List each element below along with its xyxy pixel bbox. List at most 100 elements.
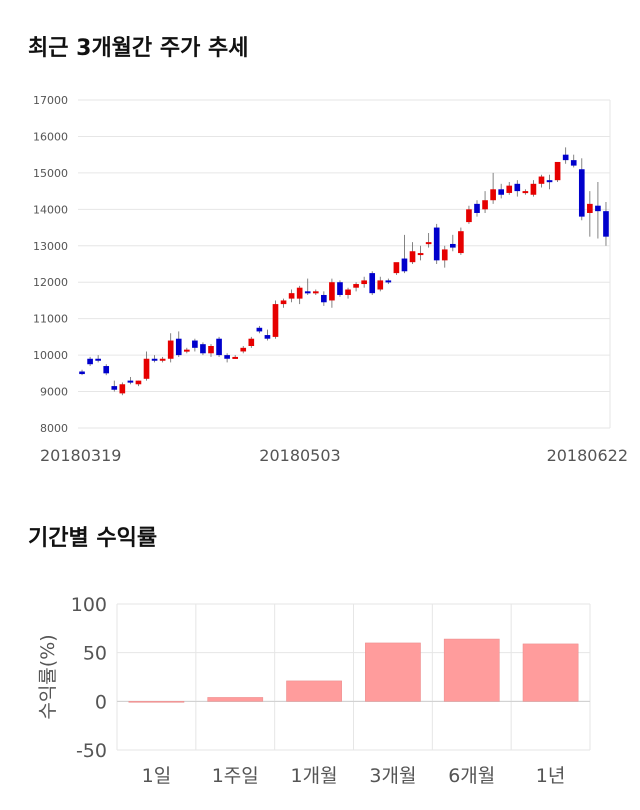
- candle: [337, 280, 343, 297]
- y-tick-label: 10000: [33, 349, 68, 362]
- candle-body: [232, 356, 239, 359]
- candle-body: [441, 249, 448, 261]
- x-category-label: 1일: [142, 765, 172, 787]
- candle-body: [369, 273, 376, 294]
- candle-body: [393, 262, 400, 274]
- candle-body: [449, 243, 456, 248]
- candle-body: [578, 169, 585, 217]
- candle-body: [304, 291, 311, 294]
- candle-body: [264, 335, 271, 339]
- candle: [143, 351, 150, 381]
- y-tick-label: 13000: [33, 240, 68, 253]
- candle-body: [216, 338, 222, 356]
- candle-body: [240, 347, 247, 352]
- candle: [466, 205, 472, 224]
- x-category-label: 1주일: [212, 765, 259, 787]
- candle: [578, 158, 585, 221]
- candle-body: [135, 380, 142, 385]
- candle: [530, 180, 537, 197]
- candle: [159, 356, 166, 363]
- candle-body: [595, 205, 601, 212]
- candle-body: [272, 304, 279, 337]
- candle: [79, 369, 85, 376]
- candle: [232, 355, 239, 359]
- candle: [393, 262, 400, 275]
- candle-body: [554, 161, 561, 181]
- candle-body: [127, 380, 134, 383]
- candle-body: [256, 327, 263, 332]
- candle-body: [514, 183, 521, 192]
- x-tick-label: 20180622: [547, 446, 628, 465]
- x-tick-label: 20180319: [40, 446, 121, 465]
- candle-body: [458, 231, 464, 254]
- candle: [224, 353, 230, 363]
- candle: [175, 331, 182, 357]
- candle: [522, 189, 529, 195]
- candle-body: [103, 366, 110, 374]
- candle-body: [466, 209, 472, 223]
- candle: [587, 191, 593, 237]
- x-category-label: 3개월: [369, 765, 416, 787]
- y-tick-label: 17000: [33, 94, 68, 107]
- candle-body: [538, 176, 545, 184]
- y-tick-label: 14000: [33, 203, 68, 216]
- x-category-label: 1년: [536, 765, 566, 787]
- y-tick-label: 12000: [33, 276, 68, 289]
- y-tick-label: 15000: [33, 167, 68, 180]
- y-tick-label: 16000: [33, 130, 68, 143]
- candle: [538, 174, 545, 188]
- candle: [458, 227, 464, 255]
- y-tick-label: 0: [95, 691, 107, 713]
- y-tick-label: -50: [76, 740, 107, 762]
- y-tick-label: 50: [83, 643, 107, 665]
- candle-body: [192, 340, 198, 348]
- return-bar: [207, 697, 264, 702]
- candle: [288, 289, 295, 303]
- candle-body: [143, 358, 150, 379]
- candle: [127, 376, 134, 385]
- candle: [192, 338, 198, 352]
- candle: [272, 300, 279, 339]
- candle-body: [587, 203, 593, 213]
- candle: [409, 242, 416, 264]
- candle: [135, 380, 142, 387]
- candle-body: [401, 258, 408, 272]
- candle: [603, 202, 609, 246]
- candle-body: [570, 160, 577, 166]
- candle: [417, 245, 424, 261]
- candle: [595, 182, 601, 239]
- candle: [369, 271, 376, 295]
- candle-body: [200, 344, 206, 354]
- x-tick-label: 20180503: [259, 446, 340, 465]
- candle-body: [175, 338, 182, 356]
- candle-body: [522, 191, 529, 194]
- return-bar: [522, 643, 579, 702]
- candle-body: [296, 287, 303, 299]
- candle-body: [482, 200, 488, 210]
- candle-body: [417, 253, 424, 256]
- candle-body: [167, 340, 174, 359]
- candle-body: [95, 358, 101, 361]
- candle-body: [433, 227, 440, 261]
- return-bar: [365, 642, 421, 702]
- candle: [329, 278, 335, 308]
- candle: [264, 329, 271, 341]
- candle: [361, 276, 367, 288]
- y-tick-label: 11000: [33, 313, 68, 326]
- candle-body: [248, 338, 255, 346]
- y-tick-label: 9000: [40, 386, 68, 399]
- candle: [280, 298, 287, 308]
- candle: [449, 234, 456, 252]
- candle-body: [208, 346, 214, 354]
- candle-body: [530, 183, 537, 195]
- candle-body: [111, 386, 118, 390]
- candle-body: [353, 284, 359, 288]
- period-return-title: 기간별 수익률: [28, 526, 158, 551]
- return-bar: [128, 701, 185, 703]
- candle: [377, 276, 384, 292]
- candle: [296, 285, 303, 305]
- candle: [385, 278, 392, 285]
- candle-body: [280, 300, 287, 305]
- candle-body: [312, 291, 319, 294]
- candle-body: [385, 280, 392, 283]
